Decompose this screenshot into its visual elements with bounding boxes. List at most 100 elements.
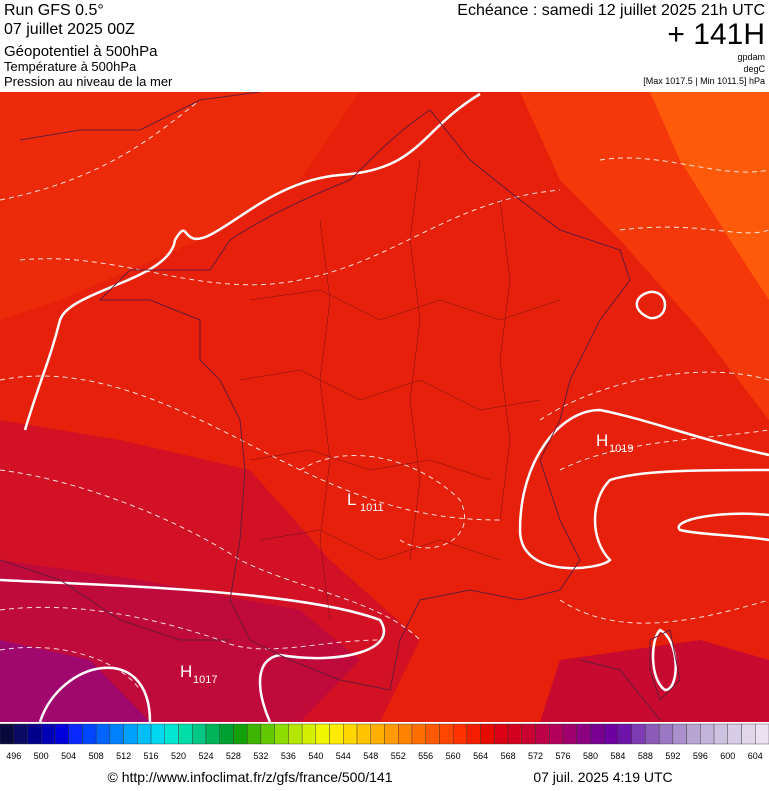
run-date: 07 juillet 2025 00Z xyxy=(4,21,135,38)
scale-swatch xyxy=(192,723,207,745)
scale-label: 596 xyxy=(693,751,708,761)
temp-zone xyxy=(650,92,769,300)
scale-label: 512 xyxy=(116,751,131,761)
scale-swatch xyxy=(727,723,742,745)
scale-label: 544 xyxy=(336,751,351,761)
color-scale: 496 500 504 508 512 516 520 524 528 532 536 540 544 5… xyxy=(0,723,769,761)
scale-swatch xyxy=(315,723,330,745)
scale-swatch xyxy=(13,723,28,745)
scale-label: 500 xyxy=(34,751,49,761)
temperature-lines xyxy=(0,99,769,691)
scale-label: 600 xyxy=(720,751,735,761)
scale-swatch xyxy=(439,723,454,745)
scale-swatch xyxy=(384,723,399,745)
scale-label: 564 xyxy=(473,751,488,761)
field-1: Géopotentiel à 500hPa xyxy=(4,43,158,60)
scale-swatch xyxy=(466,723,481,745)
scale-label: 548 xyxy=(363,751,378,761)
pressure-range: [Max 1017.5 | Min 1011.5] hPa xyxy=(643,76,765,86)
scale-swatch xyxy=(178,723,193,745)
scale-swatch xyxy=(150,723,165,745)
scale-swatch xyxy=(398,723,413,745)
scale-swatch xyxy=(95,723,111,745)
scale-swatch xyxy=(700,723,715,745)
scale-label: 588 xyxy=(638,751,653,761)
temp-zone xyxy=(540,640,769,722)
scale-swatch xyxy=(356,723,371,745)
scale-label: 532 xyxy=(253,751,268,761)
scale-label: 592 xyxy=(665,751,680,761)
generation-date: 07 juil. 2025 4:19 UTC xyxy=(533,769,672,785)
scale-label: 604 xyxy=(748,751,763,761)
field-2: Température à 500hPa xyxy=(4,59,137,74)
scale-swatch xyxy=(411,723,426,745)
scale-swatch xyxy=(301,723,317,745)
scale-swatch xyxy=(507,723,523,745)
forecast-time: Echéance : samedi 12 juillet 2025 21h UT… xyxy=(457,2,765,19)
scale-label: 560 xyxy=(446,751,461,761)
scale-label: 584 xyxy=(610,751,625,761)
scale-swatch xyxy=(590,723,605,745)
temp-zone xyxy=(0,92,360,320)
scale-label: 504 xyxy=(61,751,76,761)
source-url: © http://www.infoclimat.fr/z/gfs/france/… xyxy=(108,769,393,785)
center-letter: H xyxy=(596,431,608,450)
scale-swatch xyxy=(288,723,303,745)
scale-label: 572 xyxy=(528,751,543,761)
scale-swatch xyxy=(246,723,262,745)
center-letter: H xyxy=(180,662,192,681)
scale-swatch xyxy=(562,723,577,745)
scale-swatch xyxy=(137,723,152,745)
scale-swatch xyxy=(535,723,550,745)
scale-label: 528 xyxy=(226,751,241,761)
scale-swatch xyxy=(686,723,701,745)
scale-swatch xyxy=(260,723,275,745)
scale-swatch xyxy=(658,723,674,745)
scale-label: 508 xyxy=(89,751,104,761)
scale-label: 552 xyxy=(391,751,406,761)
isobars xyxy=(0,92,769,722)
scale-swatch xyxy=(233,723,248,745)
coastlines xyxy=(0,92,681,721)
center-value: 1011 xyxy=(360,502,384,514)
scale-swatch xyxy=(274,723,289,745)
scale-swatch xyxy=(370,723,385,745)
center-value: 1019 xyxy=(609,443,633,455)
scale-swatch xyxy=(68,723,83,745)
scale-label: 556 xyxy=(418,751,433,761)
lead-time: + 141H xyxy=(667,18,765,51)
run-title: Run GFS 0.5° xyxy=(4,2,104,19)
scale-swatch xyxy=(123,723,138,745)
scale-swatch xyxy=(329,723,344,745)
scale-swatch xyxy=(645,723,660,745)
scale-swatch xyxy=(40,723,56,745)
scale-swatch xyxy=(82,723,97,745)
temp-zone xyxy=(0,640,150,722)
field-3: Pression au niveau de la mer xyxy=(4,74,173,89)
scale-swatch xyxy=(480,723,495,745)
scale-swatch xyxy=(741,723,756,745)
scale-swatch xyxy=(672,723,687,745)
scale-swatch xyxy=(219,723,234,745)
scale-swatch xyxy=(425,723,440,745)
scale-swatch xyxy=(343,723,358,745)
scale-label: 520 xyxy=(171,751,186,761)
scale-label: 536 xyxy=(281,751,296,761)
scale-label: 516 xyxy=(144,751,159,761)
scale-label: 576 xyxy=(556,751,571,761)
scale-swatch xyxy=(617,723,632,745)
scale-label: 540 xyxy=(308,751,323,761)
scale-label: 580 xyxy=(583,751,598,761)
scale-swatch xyxy=(521,723,536,745)
department-borders xyxy=(239,159,561,621)
unit-2: degC xyxy=(743,64,765,74)
scale-swatch xyxy=(0,723,14,745)
scale-label: 524 xyxy=(198,751,213,761)
scale-swatch xyxy=(452,723,468,745)
scale-label: 496 xyxy=(6,751,21,761)
scale-swatch xyxy=(27,723,42,745)
scale-swatch xyxy=(755,723,769,745)
